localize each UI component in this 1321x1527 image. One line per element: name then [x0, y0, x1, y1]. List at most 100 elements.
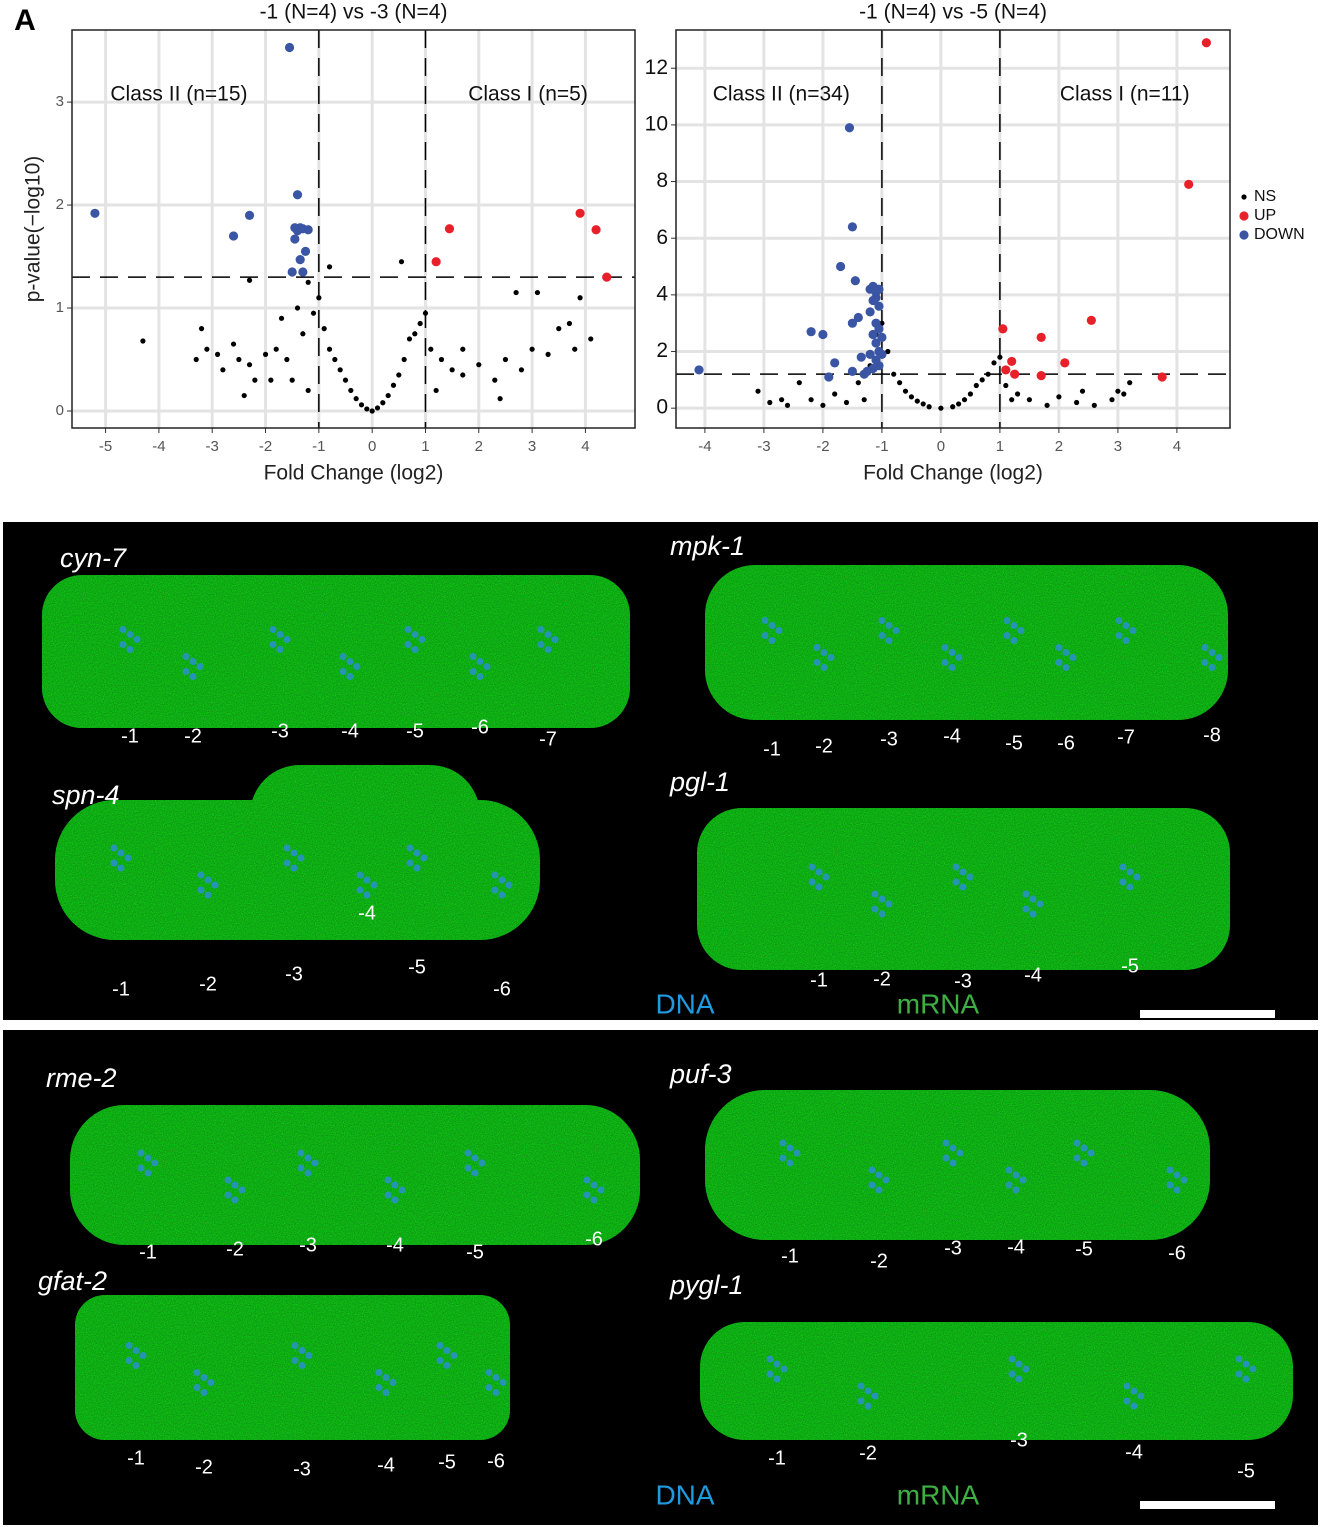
- nucleus: [786, 1144, 794, 1152]
- point: [287, 267, 297, 277]
- point: [897, 380, 903, 386]
- nucleus: [1242, 1375, 1250, 1383]
- nucleus: [418, 636, 426, 643]
- point: [1015, 391, 1021, 397]
- nucleus: [197, 886, 205, 894]
- nucleus: [485, 1369, 493, 1376]
- point: [796, 380, 802, 386]
- cell-position-label: -5: [1075, 1238, 1093, 1260]
- chart-title: -1 (N=4) vs -3 (N=4): [260, 1, 448, 24]
- point: [310, 310, 317, 316]
- x-tick-label: -3: [206, 438, 219, 455]
- legend-label: UP: [1254, 207, 1276, 224]
- nucleus: [1215, 654, 1223, 661]
- x-tick-label: 3: [1114, 438, 1122, 455]
- nucleus: [139, 1352, 147, 1359]
- nucleus: [761, 632, 769, 639]
- gene-name: pgl-1: [669, 767, 730, 797]
- y-tick-label: 8: [656, 169, 668, 192]
- nucleus: [878, 910, 886, 918]
- point: [300, 331, 306, 337]
- nucleus: [1010, 637, 1018, 644]
- legend-mrna: mRNA: [897, 1479, 980, 1510]
- nucleus: [779, 1154, 787, 1162]
- point: [836, 261, 846, 272]
- point: [998, 324, 1008, 334]
- nucleus: [820, 664, 828, 671]
- nucleus: [297, 1164, 305, 1172]
- nucleus: [768, 637, 776, 644]
- point: [273, 346, 279, 352]
- nucleus: [144, 1169, 152, 1177]
- x-tick-label: 2: [1055, 438, 1063, 455]
- micrographs: A B C -1 -2 -3 -4 -5 -6 -7 cyn-7 -1 -2 -3 -4 -5 -6 -7 -8 mp…: [11, 4, 1293, 1510]
- point: [1044, 402, 1050, 408]
- nucleus: [391, 1181, 399, 1189]
- x-tick-label: -1: [312, 438, 325, 455]
- point: [1009, 397, 1015, 403]
- nucleus: [892, 627, 900, 634]
- cell-position-label: -5: [1237, 1460, 1255, 1482]
- x-tick-label: 3: [528, 438, 536, 455]
- nucleus: [346, 658, 354, 665]
- point: [556, 326, 562, 332]
- point: [518, 367, 525, 373]
- nucleus: [590, 1181, 598, 1189]
- point: [853, 312, 863, 323]
- nucleus: [132, 1362, 140, 1369]
- nucleus: [1080, 1159, 1088, 1167]
- point: [316, 295, 322, 301]
- point: [246, 362, 253, 368]
- nucleus: [476, 658, 484, 665]
- nucleus: [1008, 1355, 1016, 1363]
- point: [348, 387, 354, 394]
- point: [808, 397, 814, 403]
- nucleus: [297, 854, 305, 862]
- point: [861, 397, 867, 403]
- point: [449, 367, 455, 373]
- nucleus: [291, 1342, 299, 1349]
- nucleus: [356, 871, 364, 879]
- cell-position-label: -4: [1024, 964, 1042, 986]
- nucleus: [1022, 905, 1030, 913]
- gene-name: gfat-2: [38, 1266, 107, 1296]
- nucleus: [857, 1382, 865, 1390]
- nucleus: [1208, 649, 1216, 656]
- panel-letter: A: [14, 4, 36, 37]
- point: [364, 406, 370, 412]
- nucleus: [204, 876, 212, 884]
- nucleus: [132, 1347, 140, 1354]
- cell-position-label: -1: [810, 969, 828, 991]
- point: [926, 404, 932, 410]
- nucleus: [1015, 1360, 1023, 1368]
- point: [694, 365, 704, 375]
- cell-position-label: -5: [438, 1451, 456, 1473]
- nucleus: [193, 1369, 201, 1376]
- point: [824, 372, 834, 382]
- point: [1007, 356, 1017, 367]
- cell-position-label: -4: [943, 725, 961, 747]
- point: [298, 267, 308, 277]
- nucleus: [119, 641, 127, 648]
- nucleus: [857, 1397, 865, 1405]
- x-tick-label: 0: [937, 438, 945, 455]
- plot-area: [72, 30, 635, 428]
- nucleus: [1208, 664, 1216, 671]
- nucleus: [1062, 649, 1070, 656]
- nucleus: [942, 1154, 950, 1162]
- nucleus: [1242, 1360, 1250, 1368]
- nucleus: [492, 1374, 500, 1381]
- nucleus: [298, 1362, 306, 1369]
- x-tick-label: -4: [152, 438, 165, 455]
- nucleus: [144, 1154, 152, 1162]
- nucleus: [1133, 873, 1141, 881]
- nucleus: [1029, 910, 1037, 918]
- nucleus: [1235, 1355, 1243, 1363]
- y-tick-label: 1: [56, 299, 64, 316]
- nucleus: [815, 883, 823, 891]
- nucleus: [137, 1164, 145, 1172]
- point: [877, 332, 887, 342]
- cell-position-label: -5: [466, 1241, 484, 1263]
- x-axis-title: Fold Change (log2): [264, 462, 444, 485]
